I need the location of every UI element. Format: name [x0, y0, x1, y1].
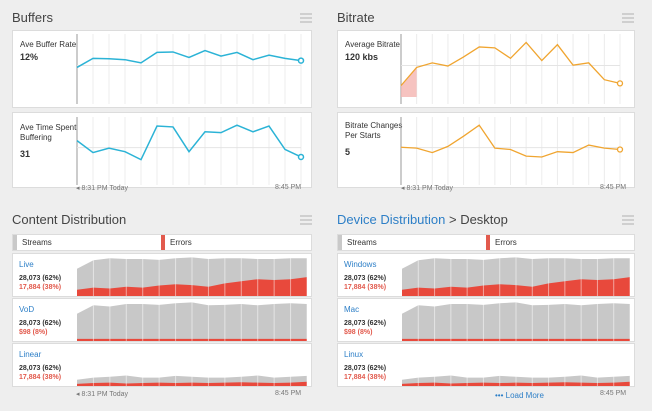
axis-end: 8:45 PM [275, 184, 302, 191]
row-name[interactable]: Live [19, 260, 34, 269]
axis-start: ◂ 8:31 PM Today [76, 391, 129, 398]
row-errors-value: $98 (8%) [19, 329, 48, 336]
axis-end: 8:45 PM [600, 184, 627, 191]
bitrate-panel: Bitrate Average Bitrate 120 kbs Bitrate … [337, 10, 637, 200]
breadcrumb-current: > Desktop [445, 212, 508, 227]
load-more-button[interactable]: ••• Load More [495, 391, 544, 400]
bitrate-changes-chart [400, 117, 624, 185]
content-distribution-title: Content Distribution [12, 212, 127, 227]
metric-label: Bitrate Changes Per Starts [345, 121, 403, 140]
legend: Streams Errors [337, 234, 635, 251]
list-menu-icon[interactable] [300, 215, 312, 226]
row-streams-value: 28,073 (62%) [19, 365, 62, 372]
row-streams-value: 28,073 (62%) [344, 320, 387, 327]
row-errors-value: 17,884 (38%) [344, 374, 387, 381]
row-errors-value: 17,884 (38%) [19, 284, 62, 291]
buffers-panel: Buffers Ave Buffer Rate 12% Ave Time Spe… [12, 10, 312, 200]
legend-streams[interactable]: Streams [13, 235, 52, 250]
device-distribution-link[interactable]: Device Distribution [337, 212, 446, 227]
distribution-row[interactable]: Live 28,073 (62%) 17,884 (38%) [12, 253, 312, 297]
distribution-area-chart [402, 299, 631, 341]
list-menu-icon[interactable] [622, 215, 634, 226]
bitrate-changes-card[interactable]: Bitrate Changes Per Starts 5 [337, 112, 635, 188]
metric-label: Ave Buffer Rate [20, 40, 77, 49]
row-name[interactable]: Linear [19, 350, 42, 359]
row-name[interactable]: Mac [344, 305, 360, 314]
distribution-area-chart [402, 254, 631, 296]
axis-end: 8:45 PM [600, 390, 627, 397]
average-bitrate-chart [400, 34, 624, 104]
legend-streams[interactable]: Streams [338, 235, 377, 250]
metric-label: Ave Time Spent Buffering [20, 123, 77, 142]
bitrate-title: Bitrate [337, 10, 375, 25]
row-name[interactable]: Windows [344, 260, 377, 269]
axis-end: 8:45 PM [275, 390, 302, 397]
legend-errors[interactable]: Errors [161, 235, 192, 250]
row-errors-value: 17,884 (38%) [344, 284, 387, 291]
row-streams-value: 28,073 (62%) [19, 275, 62, 282]
distribution-area-chart [77, 299, 308, 341]
ave-buffer-rate-card[interactable]: Ave Buffer Rate 12% [12, 30, 312, 108]
metric-value: 5 [345, 147, 351, 157]
metric-value: 12% [20, 52, 39, 62]
row-streams-value: 28,073 (62%) [19, 320, 62, 327]
list-menu-icon[interactable] [300, 13, 312, 24]
distribution-row[interactable]: Windows 28,073 (62%) 17,884 (38%) [337, 253, 635, 297]
buffer-time-chart [76, 117, 305, 185]
buffers-title: Buffers [12, 10, 53, 25]
distribution-area-chart [77, 344, 308, 386]
metric-label: Average Bitrate [345, 40, 400, 49]
average-bitrate-card[interactable]: Average Bitrate 120 kbs [337, 30, 635, 108]
legend: Streams Errors [12, 234, 312, 251]
axis-start: ◂ 8:31 PM Today [401, 185, 454, 192]
distribution-row[interactable]: Linear 28,073 (62%) 17,884 (38%) [12, 343, 312, 387]
legend-errors[interactable]: Errors [486, 235, 517, 250]
distribution-row[interactable]: VoD 28,073 (62%) $98 (8%) [12, 298, 312, 342]
buffer-rate-chart [76, 34, 305, 104]
axis-start: ◂ 8:31 PM Today [76, 185, 129, 192]
row-streams-value: 28,073 (62%) [344, 275, 387, 282]
dots-icon: ••• [495, 391, 504, 400]
row-errors-value: 17,884 (38%) [19, 374, 62, 381]
row-name[interactable]: Linux [344, 350, 364, 359]
row-name[interactable]: VoD [19, 305, 35, 314]
list-menu-icon[interactable] [622, 13, 634, 24]
metric-value: 120 kbs [345, 52, 379, 62]
row-streams-value: 28,073 (62%) [344, 365, 387, 372]
device-distribution-title: Device Distribution > Desktop [337, 212, 508, 227]
metric-value: 31 [20, 149, 31, 159]
content-distribution-panel: Content Distribution Streams Errors Live… [12, 212, 312, 407]
device-distribution-panel: Device Distribution > Desktop Streams Er… [337, 212, 637, 407]
distribution-row[interactable]: Mac 28,073 (62%) $98 (8%) [337, 298, 635, 342]
distribution-area-chart [402, 344, 631, 386]
row-errors-value: $98 (8%) [344, 329, 373, 336]
distribution-area-chart [77, 254, 308, 296]
distribution-row[interactable]: Linux 28,073 (62%) 17,884 (38%) [337, 343, 635, 387]
ave-time-buffering-card[interactable]: Ave Time Spent Buffering 31 [12, 112, 312, 188]
